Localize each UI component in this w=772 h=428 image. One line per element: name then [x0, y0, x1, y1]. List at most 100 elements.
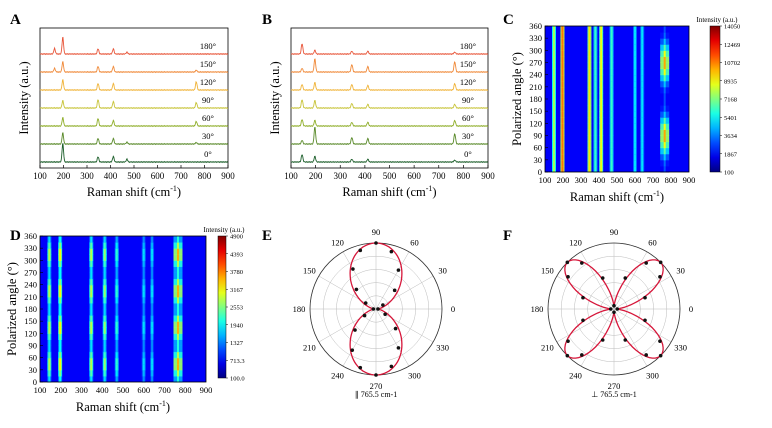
polar-outer-ring: [547, 242, 681, 376]
x-axis-title: Raman shift (cm-1): [342, 184, 436, 199]
heatmap-band-core: [142, 266, 145, 273]
colorbar-tick-label: 14050: [724, 24, 740, 31]
heatmap-band-core: [151, 242, 154, 249]
heatmap-band-core: [663, 147, 666, 155]
heatmap-band-core: [588, 32, 591, 39]
polar-data-point: [358, 365, 363, 370]
heatmap-band-core: [663, 32, 666, 39]
heatmap-band-core: [634, 165, 636, 173]
heatmap-band-core: [641, 44, 644, 51]
heatmap-band-core: [59, 236, 62, 243]
heatmap-band-core: [641, 159, 644, 167]
polar-data-point: [381, 303, 385, 307]
y-tick-label: 210: [529, 82, 542, 92]
heatmap-band-core: [600, 99, 603, 106]
polar-data-point: [389, 249, 394, 254]
heatmap-band-core: [600, 147, 603, 155]
polar-data-point: [566, 339, 570, 343]
x-axis-title-tail: ): [166, 400, 170, 414]
polar-grid-spoke: [613, 275, 672, 310]
x-axis-title: Raman shift (cm-1): [570, 189, 664, 204]
x-tick-label: 200: [557, 175, 570, 185]
angle-label: 120°: [200, 77, 216, 87]
heatmap-band-core: [176, 315, 179, 322]
angle-label: 90°: [202, 95, 214, 105]
heatmap-band-core: [103, 260, 106, 267]
angle-label: 150°: [200, 59, 216, 69]
heatmap-band-core: [610, 32, 613, 39]
polar-data-point: [358, 248, 363, 253]
spectrum-series-line: [290, 126, 489, 146]
heatmap-band-core: [641, 74, 644, 82]
y-tick-label: 120: [529, 118, 542, 128]
heatmap-band-core: [641, 123, 644, 130]
heatmap-band-core: [641, 62, 644, 70]
spectrum-series-line: [39, 132, 229, 146]
polar-data-point: [580, 261, 584, 265]
heatmap-band-core: [561, 44, 564, 51]
heatmap-band-core: [151, 254, 154, 261]
panel-letter-d: D: [10, 228, 21, 244]
x-tick-label: 900: [683, 175, 696, 185]
heatmap-band-core: [151, 284, 154, 292]
heatmap-band-core: [663, 44, 666, 51]
heatmap-band-core: [553, 62, 555, 70]
angle-label: 0°: [204, 149, 212, 159]
heatmap-band-core: [115, 315, 118, 322]
heatmap-band-core: [634, 38, 636, 45]
heatmap-band-core: [561, 32, 564, 39]
heatmap-band-core: [600, 159, 603, 167]
heatmap-band-core: [641, 147, 644, 155]
heatmap-band-core: [176, 327, 179, 334]
x-axis-title-main: Raman shift (cm: [87, 185, 171, 199]
heatmap-band-core: [610, 74, 613, 82]
heatmap-band-core: [115, 284, 118, 292]
heatmap-band-core: [594, 86, 597, 94]
heatmap-band-core: [90, 327, 93, 334]
y-tick-label: 300: [529, 45, 542, 55]
polar-data-point: [383, 312, 387, 317]
heatmap-band-core: [176, 351, 179, 359]
heatmap-band-core: [142, 375, 145, 383]
heatmap-band-core: [59, 327, 62, 334]
heatmap-band-core: [588, 62, 591, 70]
heatmap-band-core: [588, 92, 591, 100]
x-tick-label: 600: [137, 385, 150, 395]
heatmap-band-core: [90, 363, 93, 371]
heatmap-band-core: [553, 105, 555, 112]
heatmap-band-core: [594, 153, 597, 161]
heatmap-band-core: [610, 62, 613, 70]
angle-label: 60°: [202, 113, 214, 123]
polar-angle-label: 30: [438, 266, 447, 276]
heatmap-band-core: [90, 309, 93, 316]
heatmap-band-core: [588, 165, 591, 173]
panel-c-heatmap: 100 200 300 400 500 600 700 800 900 0 30 60 90 120 150…: [510, 16, 740, 204]
heatmap-band-core: [634, 123, 636, 130]
heatmap-band-core: [610, 99, 613, 106]
heatmap-band-core: [176, 296, 179, 304]
y-tick-label: 0: [33, 377, 37, 387]
x-axis-title-tail: ): [660, 190, 664, 204]
polar-data-point: [354, 287, 359, 292]
y-tick-label: 330: [24, 243, 37, 253]
heatmap-band-core: [553, 56, 555, 63]
heatmap-band-core: [600, 135, 603, 143]
heatmap-band-core: [115, 266, 118, 273]
heatmap-band-core: [176, 339, 179, 346]
x-tick-label: 800: [665, 175, 678, 185]
heatmap-band-core: [115, 248, 118, 255]
heatmap-band-core: [115, 242, 118, 249]
heatmap-band-core: [588, 111, 591, 118]
heatmap-band-core: [588, 68, 591, 76]
heatmap-band-core: [176, 284, 179, 292]
heatmap-band-core: [561, 26, 564, 33]
polar-angle-label: 120: [331, 237, 344, 247]
heatmap-band-core: [663, 86, 666, 94]
heatmap-band-core: [561, 38, 564, 45]
heatmap-band-core: [151, 357, 154, 365]
heatmap-band-core: [103, 278, 106, 286]
heatmap-band-core: [103, 242, 106, 249]
heatmap-band-core: [176, 375, 179, 383]
y-tick-label: 30: [29, 365, 38, 375]
x-tick-label: 800: [198, 171, 212, 181]
